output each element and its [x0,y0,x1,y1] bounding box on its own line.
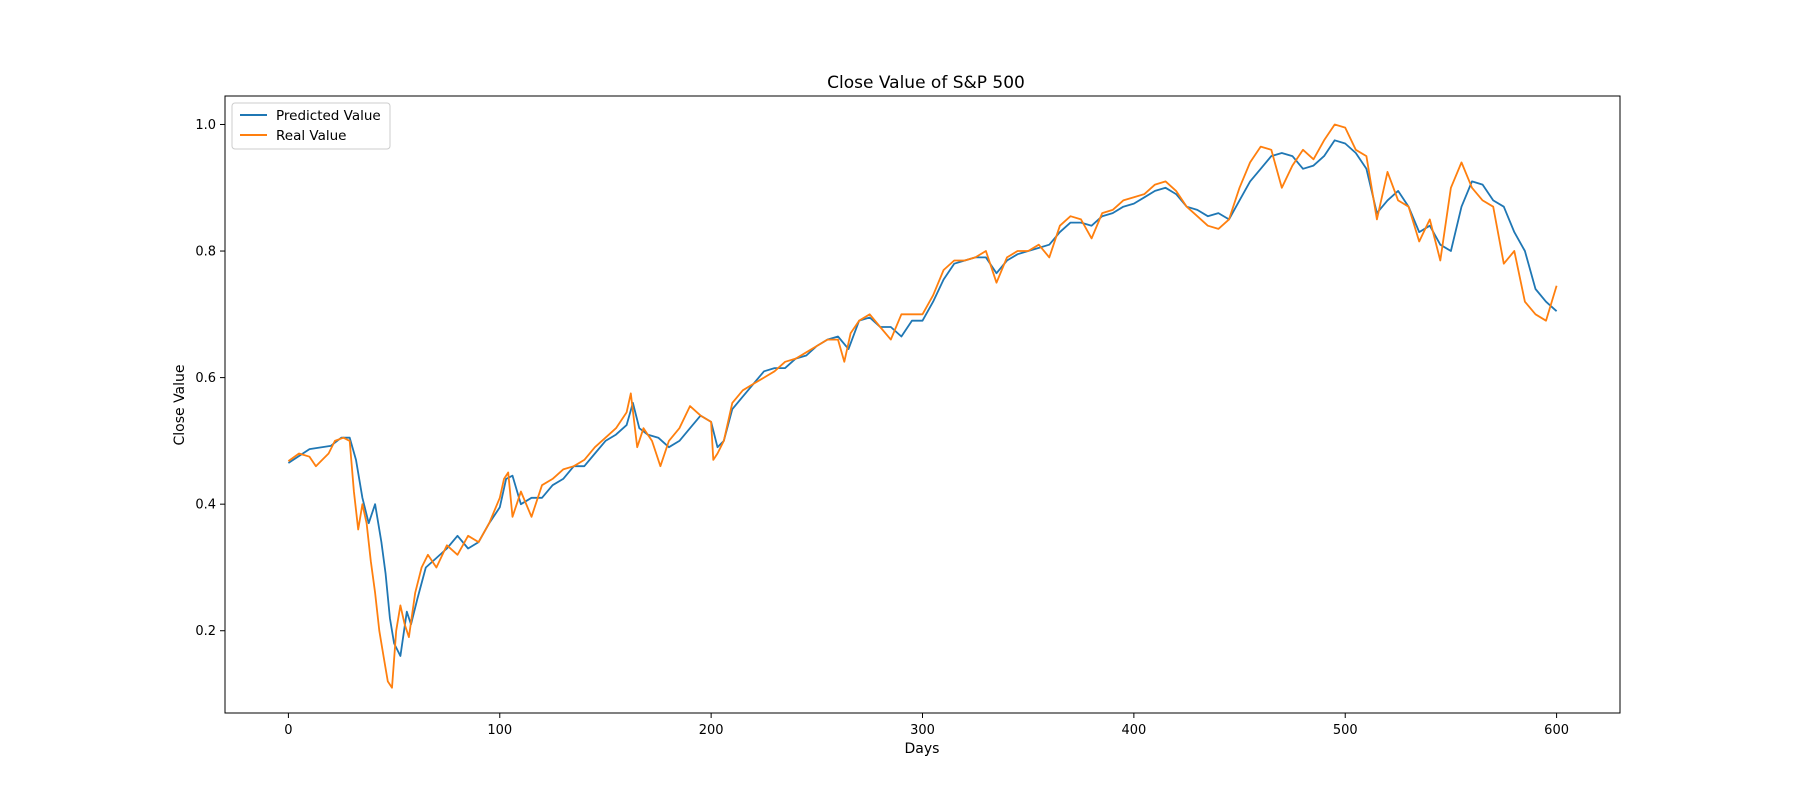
legend: Predicted Value Real Value [231,102,391,150]
y-tick-label: 0.6 [195,371,216,386]
y-tick-label: 0.2 [195,624,216,639]
x-tick-label: 200 [699,723,724,738]
y-tick-label: 0.4 [195,498,216,513]
x-tick-label: 0 [284,723,292,738]
chart-title: Close Value of S&P 500 [827,73,1025,93]
x-axis-ticks: 0 100 200 300 400 500 600 [284,713,1569,738]
y-tick-label: 1.0 [195,118,216,133]
x-tick-label: 600 [1544,723,1569,738]
series-line-real [287,123,1558,689]
legend-label-predicted: Predicted Value [276,108,381,124]
y-tick-label: 0.8 [195,245,216,260]
legend-label-real: Real Value [276,128,346,144]
x-axis-label: Days [905,741,940,757]
y-axis-label: Close Value [172,364,188,445]
series-line-predicted [287,139,1558,657]
legend-box [231,102,391,150]
x-tick-label: 300 [910,723,935,738]
x-tick-label: 100 [487,723,512,738]
x-tick-label: 400 [1121,723,1146,738]
series-lines [287,123,1558,689]
y-axis-ticks: 0.2 0.4 0.6 0.8 1.0 [195,118,225,639]
plot-area: 0 100 200 300 400 500 600 0.2 0.4 0.6 0.8 1.0 [195,95,1621,738]
x-tick-label: 500 [1333,723,1358,738]
